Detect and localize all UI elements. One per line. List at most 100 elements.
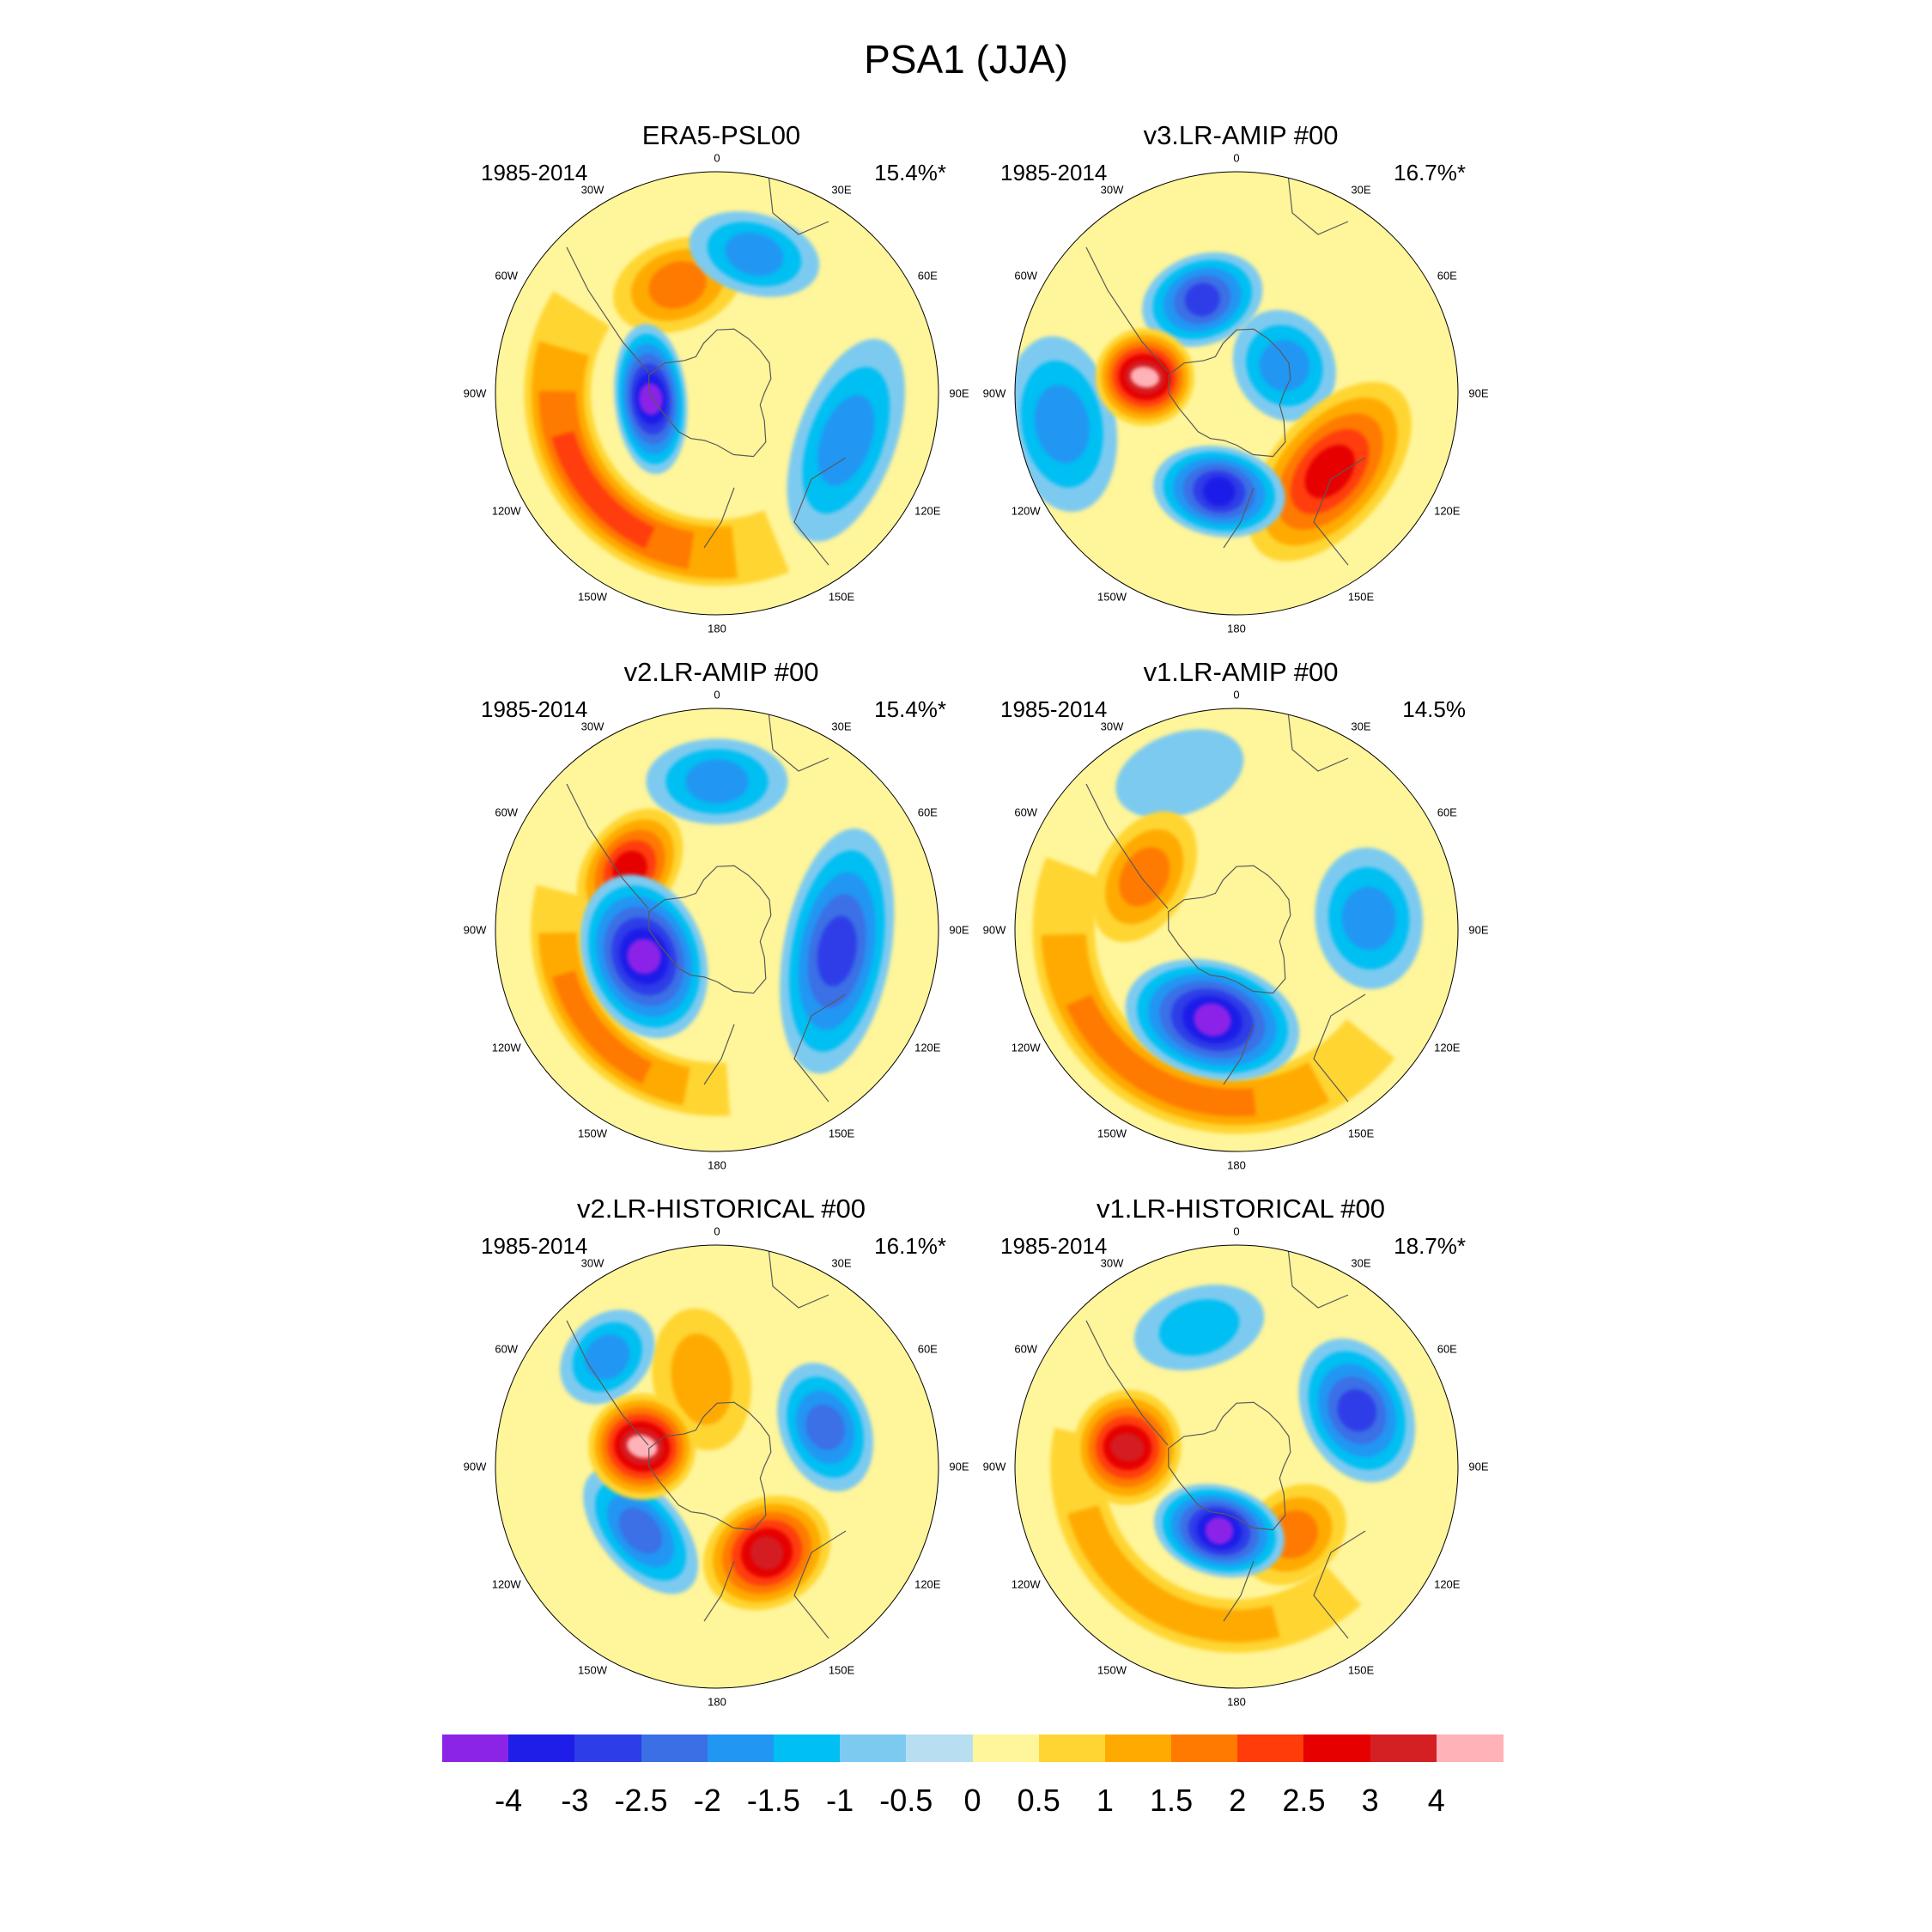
polar-map (1014, 1244, 1459, 1689)
colorbar-tick-label: -0.5 (879, 1783, 933, 1818)
antarctica-coastline (1168, 328, 1291, 458)
longitude-label: 120E (1434, 504, 1461, 518)
panel-title: v1.LR-HISTORICAL #00 (1097, 1194, 1385, 1224)
longitude-label: 150E (1347, 1663, 1375, 1677)
coastline (1287, 1247, 1349, 1309)
positive-anomaly-contour (531, 341, 738, 580)
longitude-label: 150E (828, 1127, 855, 1140)
negative-anomaly-contour (585, 1334, 630, 1380)
coastline (768, 710, 829, 772)
longitude-label: 30W (580, 183, 605, 197)
colorbar-swatch (442, 1735, 509, 1762)
longitude-label: 60W (1014, 1342, 1038, 1356)
coastline (1085, 1320, 1169, 1446)
negative-anomaly-contour (1205, 1516, 1234, 1545)
panel-title: ERA5-PSL00 (641, 120, 801, 150)
colorbar-tick-label: 1 (1096, 1783, 1114, 1818)
polar-map (495, 1244, 939, 1689)
longitude-label: 60E (917, 1342, 938, 1356)
antarctica-coastline (648, 865, 772, 994)
colorbar-tick-label: 0 (963, 1783, 981, 1818)
map-panel: v2.LR-HISTORICAL #00 1985-2014 16.1%* 0 30E 6… (464, 1194, 969, 1726)
antarctica-coastline (648, 328, 772, 458)
panel-years: 1985-2014 (1000, 1233, 1108, 1259)
longitude-label: 150W (578, 1663, 607, 1677)
negative-anomaly-contour (1337, 1388, 1377, 1432)
longitude-label: 150W (578, 590, 607, 604)
longitude-label: 60W (1014, 269, 1038, 283)
field-layer (495, 172, 939, 615)
field-layer (495, 708, 939, 1151)
antarctica-coastline (1168, 865, 1291, 994)
polar-map (1014, 171, 1459, 616)
longitude-label: 90E (1468, 923, 1489, 937)
colorbar-tick-label: 2 (1229, 1783, 1247, 1818)
negative-anomaly-contour (1034, 385, 1090, 464)
longitude-label: 30W (580, 1256, 605, 1270)
antarctica-coastline (648, 1401, 772, 1531)
longitude-label: 60W (495, 1342, 519, 1356)
panel-title: v1.LR-AMIP #00 (1143, 657, 1339, 687)
longitude-label: 60W (1014, 805, 1038, 819)
longitude-label: 0 (1233, 688, 1240, 702)
longitude-label: 150W (1097, 590, 1127, 604)
positive-anomaly-contour (1041, 933, 1330, 1126)
negative-anomaly-contour (817, 395, 875, 486)
longitude-label: 150E (828, 590, 855, 604)
map-border (1014, 1244, 1459, 1689)
longitude-label: 120E (914, 1041, 941, 1054)
colorbar-tick-label: -4 (495, 1783, 523, 1818)
colorbar: -4 -3 -2.5 -2 -1.5 -1 -0.5 0 0.5 1 1.5 2 2.5 3 4 (442, 1735, 1504, 1829)
longitude-label: 60W (495, 805, 519, 819)
positive-anomaly-contour (1110, 1433, 1145, 1461)
longitude-label: 120W (491, 504, 521, 518)
map-panel: v1.LR-HISTORICAL #00 1985-2014 18.7%* 0 30E 6… (983, 1194, 1489, 1726)
field-layer (495, 1245, 939, 1688)
longitude-label: 150E (828, 1663, 855, 1677)
coastline (768, 173, 829, 235)
coastline (1313, 1530, 1366, 1639)
longitude-label: 180 (708, 1695, 726, 1709)
colorbar-tick-label: 4 (1427, 1783, 1445, 1818)
panel-variance-percent: 15.4%* (874, 160, 946, 185)
negative-anomaly-contour (817, 915, 857, 987)
longitude-label: 0 (714, 151, 720, 165)
longitude-label: 150E (1347, 1127, 1375, 1140)
longitude-label: 120E (914, 1577, 941, 1591)
longitude-label: 30W (1100, 720, 1124, 733)
panel-variance-percent: 15.4%* (874, 696, 946, 722)
coastline (793, 457, 847, 566)
longitude-label: 60E (1437, 1342, 1457, 1356)
longitude-label: 30E (831, 183, 852, 197)
longitude-label: 90W (463, 923, 487, 937)
panel-years: 1985-2014 (1000, 160, 1108, 185)
longitude-label: 90W (463, 386, 487, 400)
longitude-label: 90E (949, 386, 969, 400)
positive-anomaly-contour (1304, 445, 1355, 499)
coastline (703, 1560, 735, 1622)
positive-anomaly-contour (1066, 994, 1256, 1117)
coastline (1085, 783, 1169, 909)
colorbar-swatch (508, 1735, 575, 1762)
longitude-label: 180 (708, 1158, 726, 1172)
longitude-label: 60E (917, 805, 938, 819)
longitude-label: 120E (914, 504, 941, 518)
colorbar-swatch (972, 1735, 1040, 1762)
longitude-label: 60W (495, 269, 519, 283)
positive-anomaly-contour (1130, 367, 1160, 388)
positive-anomaly-contour (671, 1334, 732, 1425)
panel-years: 1985-2014 (1000, 696, 1108, 722)
colorbar-tick-label: -1.5 (746, 1783, 800, 1818)
coastline (566, 1320, 649, 1446)
panel-variance-percent: 18.7%* (1394, 1233, 1466, 1259)
colorbar-swatch (1171, 1735, 1238, 1762)
map-panel: v2.LR-AMIP #00 1985-2014 15.4%* 0 30E 60E 90E 1… (464, 657, 969, 1189)
polar-map (1014, 708, 1459, 1152)
negative-anomaly-contour (1341, 886, 1396, 951)
longitude-label: 120E (1434, 1577, 1461, 1591)
negative-anomaly-contour (725, 232, 784, 276)
coastline (793, 1530, 847, 1639)
longitude-label: 120W (491, 1041, 521, 1054)
coastline (566, 783, 649, 909)
